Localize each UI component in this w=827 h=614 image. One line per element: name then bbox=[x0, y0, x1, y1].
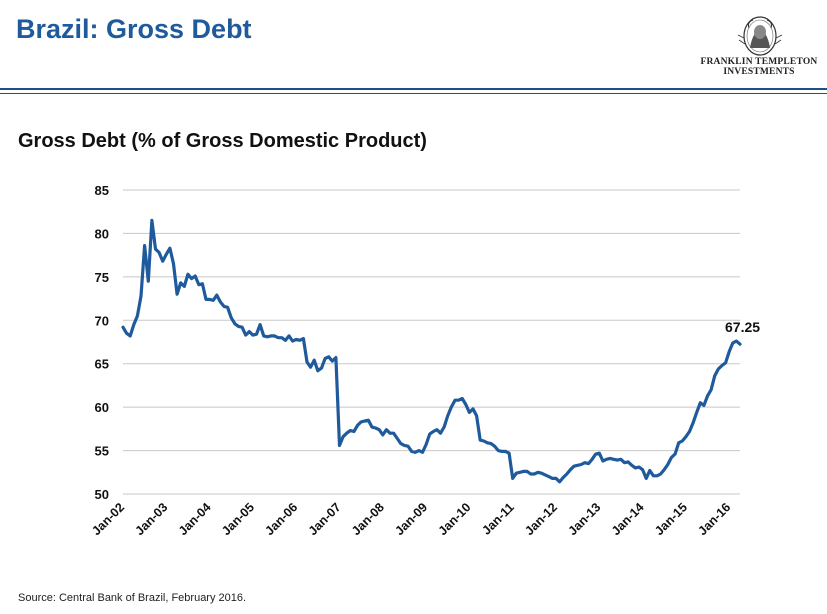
x-tick-label: Jan-12 bbox=[522, 500, 560, 538]
x-tick-label: Jan-16 bbox=[695, 500, 733, 538]
franklin-portrait-icon bbox=[737, 16, 783, 56]
x-tick-label: Jan-15 bbox=[652, 500, 690, 538]
logo-text-line2: INVESTMENTS bbox=[723, 67, 795, 77]
source-note: Source: Central Bank of Brazil, February… bbox=[18, 592, 247, 604]
chart-title: Gross Debt (% of Gross Domestic Product) bbox=[18, 130, 427, 152]
x-tick-label: Jan-02 bbox=[89, 500, 127, 538]
y-tick-label: 70 bbox=[95, 313, 109, 328]
franklin-templeton-logo: FRANKLIN TEMPLETON INVESTMENTS bbox=[699, 14, 819, 80]
data-label-last-value: 67.25 bbox=[725, 319, 760, 335]
series-line-0 bbox=[121, 218, 742, 484]
logo-text-line1: FRANKLIN TEMPLETON bbox=[700, 57, 818, 67]
x-tick-label: Jan-03 bbox=[133, 500, 171, 538]
x-tick-label: Jan-09 bbox=[392, 500, 430, 538]
y-tick-label: 80 bbox=[95, 226, 109, 241]
x-tick-label: Jan-06 bbox=[262, 500, 300, 538]
y-tick-label: 50 bbox=[95, 487, 109, 502]
x-tick-label: Jan-11 bbox=[479, 500, 516, 537]
y-tick-label: 65 bbox=[95, 357, 109, 372]
x-tick-label: Jan-13 bbox=[565, 500, 603, 538]
x-tick-label: Jan-05 bbox=[219, 500, 257, 538]
y-tick-label: 55 bbox=[95, 444, 109, 459]
page-title: Brazil: Gross Debt bbox=[16, 14, 252, 44]
y-tick-label: 85 bbox=[95, 183, 109, 198]
header-rule-thin bbox=[0, 93, 827, 94]
x-tick-label: Jan-04 bbox=[176, 500, 214, 538]
x-tick-label: Jan-07 bbox=[306, 500, 344, 538]
gross-debt-line-chart: 50 55 60 65 70 75 80 85 Jan-02 Jan-03 Jan-04 Jan-05… bbox=[89, 183, 760, 538]
x-tick-label: Jan-14 bbox=[609, 500, 647, 538]
y-tick-label: 60 bbox=[95, 400, 109, 415]
header-rule-thick bbox=[0, 88, 827, 90]
x-tick-label: Jan-10 bbox=[436, 500, 474, 538]
y-tick-label: 75 bbox=[95, 270, 109, 285]
x-tick-label: Jan-08 bbox=[349, 500, 387, 538]
